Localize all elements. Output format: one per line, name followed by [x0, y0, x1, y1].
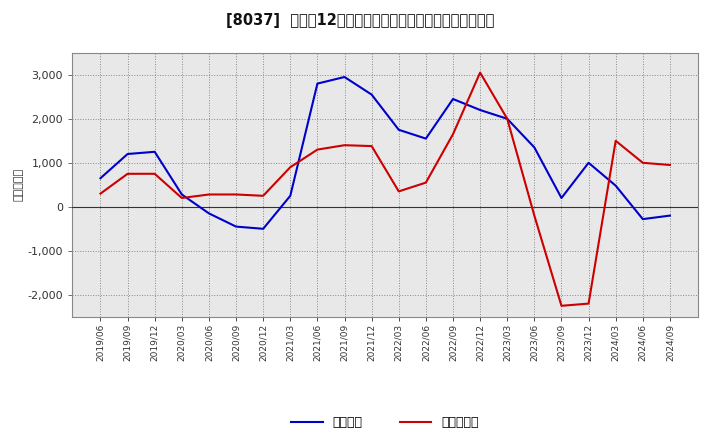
当期純利益 — [178, 195, 186, 201]
当期純利益 — [421, 180, 430, 185]
経常利益 — [96, 176, 105, 181]
当期純利益 — [665, 162, 674, 168]
経常利益 — [557, 195, 566, 201]
Line: 当期純利益: 当期純利益 — [101, 73, 670, 306]
当期純利益 — [341, 143, 349, 148]
当期純利益 — [150, 171, 159, 176]
経常利益 — [232, 224, 240, 229]
経常利益 — [449, 96, 457, 102]
当期純利益 — [367, 143, 376, 149]
経常利益 — [204, 211, 213, 216]
Legend: 経常利益, 当期純利益: 経常利益, 当期純利益 — [292, 416, 479, 429]
当期純利益 — [286, 165, 294, 170]
当期純利益 — [259, 193, 268, 198]
経常利益 — [259, 226, 268, 231]
Line: 経常利益: 経常利益 — [101, 77, 670, 229]
Text: [8037]  利益だ12か月移動合計の対前年同期増減額の推移: [8037] 利益だ12か月移動合計の対前年同期増減額の推移 — [226, 13, 494, 28]
経常利益 — [367, 92, 376, 97]
当期純利益 — [611, 138, 620, 143]
経常利益 — [584, 160, 593, 165]
当期純利益 — [503, 116, 511, 121]
経常利益 — [639, 216, 647, 222]
経常利益 — [150, 149, 159, 154]
Y-axis label: （百万円）: （百万円） — [13, 168, 23, 202]
当期純利益 — [530, 213, 539, 218]
経常利益 — [313, 81, 322, 86]
当期純利益 — [639, 160, 647, 165]
経常利益 — [395, 127, 403, 132]
当期純利益 — [395, 189, 403, 194]
経常利益 — [503, 116, 511, 121]
経常利益 — [421, 136, 430, 141]
経常利益 — [178, 192, 186, 197]
経常利益 — [530, 145, 539, 150]
当期純利益 — [96, 191, 105, 196]
経常利益 — [286, 193, 294, 198]
経常利益 — [341, 74, 349, 80]
経常利益 — [611, 183, 620, 188]
当期純利益 — [313, 147, 322, 152]
当期純利益 — [476, 70, 485, 75]
経常利益 — [476, 107, 485, 113]
経常利益 — [123, 151, 132, 157]
経常利益 — [665, 213, 674, 218]
当期純利益 — [449, 132, 457, 137]
当期純利益 — [204, 192, 213, 197]
当期純利益 — [584, 301, 593, 306]
当期純利益 — [123, 171, 132, 176]
当期純利益 — [232, 192, 240, 197]
当期純利益 — [557, 303, 566, 308]
